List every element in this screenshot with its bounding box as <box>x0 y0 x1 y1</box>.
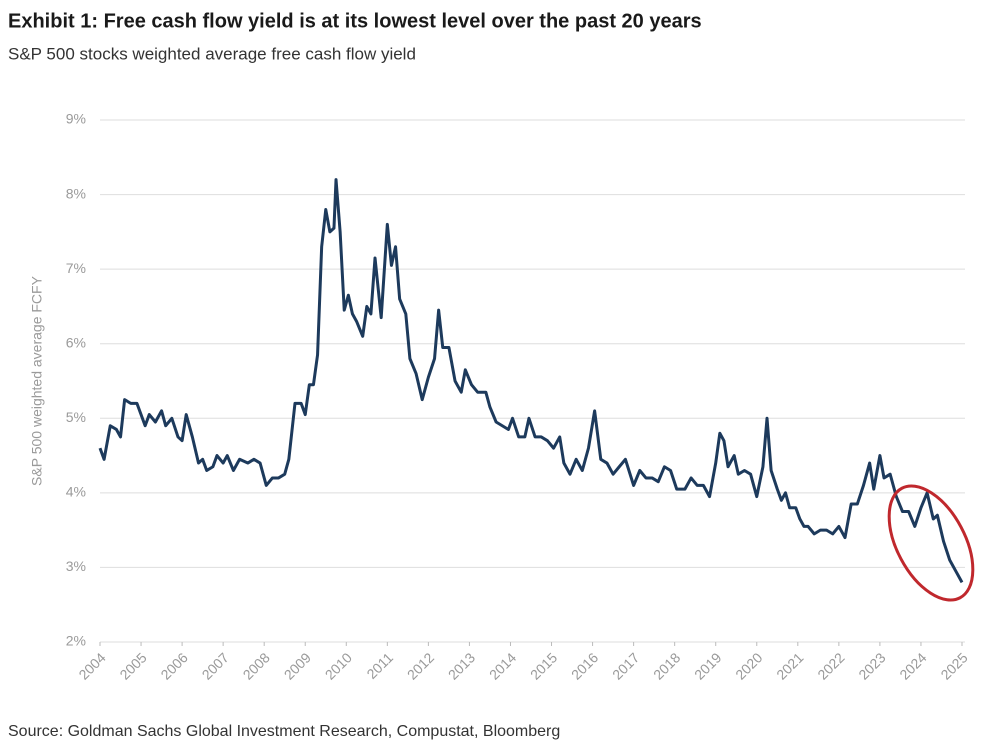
y-tick-label: 8% <box>66 185 86 201</box>
x-tick-label: 2006 <box>157 649 190 682</box>
y-tick-label: 9% <box>66 111 86 127</box>
y-tick-label: 4% <box>66 484 86 500</box>
x-tick-label: 2017 <box>609 649 642 682</box>
x-tick-label: 2019 <box>691 649 724 682</box>
x-tick-label: 2018 <box>650 649 683 682</box>
x-tick-label: 2007 <box>199 649 232 682</box>
x-tick-label: 2023 <box>855 649 888 682</box>
chart-subtitle: S&P 500 stocks weighted average free cas… <box>8 44 416 63</box>
x-tick-label: 2015 <box>527 649 560 682</box>
x-tick-label: 2021 <box>773 649 806 682</box>
y-tick-label: 7% <box>66 260 86 276</box>
x-tick-label: 2025 <box>937 649 970 682</box>
x-tick-label: 2014 <box>486 649 519 682</box>
y-axis-label: S&P 500 weighted average FCFY <box>29 275 45 486</box>
x-tick-label: 2009 <box>281 649 314 682</box>
series-line <box>98 178 964 584</box>
y-tick-label: 6% <box>66 334 86 350</box>
y-tick-label: 3% <box>66 558 86 574</box>
x-tick-label: 2005 <box>116 649 149 682</box>
x-tick-label: 2011 <box>363 649 396 682</box>
x-tick-label: 2012 <box>404 649 437 682</box>
x-tick-label: 2004 <box>75 649 108 682</box>
x-tick-label: 2016 <box>568 649 601 682</box>
x-tick-label: 2022 <box>814 649 847 682</box>
highlight-ellipse <box>887 484 975 602</box>
grid <box>99 119 965 646</box>
x-tick-label: 2020 <box>732 649 765 682</box>
x-tick-label: 2013 <box>445 649 478 682</box>
x-tick-label: 2010 <box>322 649 355 682</box>
source-note: Source: Goldman Sachs Global Investment … <box>8 723 560 740</box>
chart-title: Exhibit 1: Free cash flow yield is at it… <box>8 10 702 32</box>
y-tick-label: 5% <box>66 409 86 425</box>
x-tick-label: 2008 <box>240 649 273 682</box>
x-tick-label: 2024 <box>896 649 929 682</box>
y-tick-label: 2% <box>66 633 86 649</box>
plot <box>98 178 964 584</box>
